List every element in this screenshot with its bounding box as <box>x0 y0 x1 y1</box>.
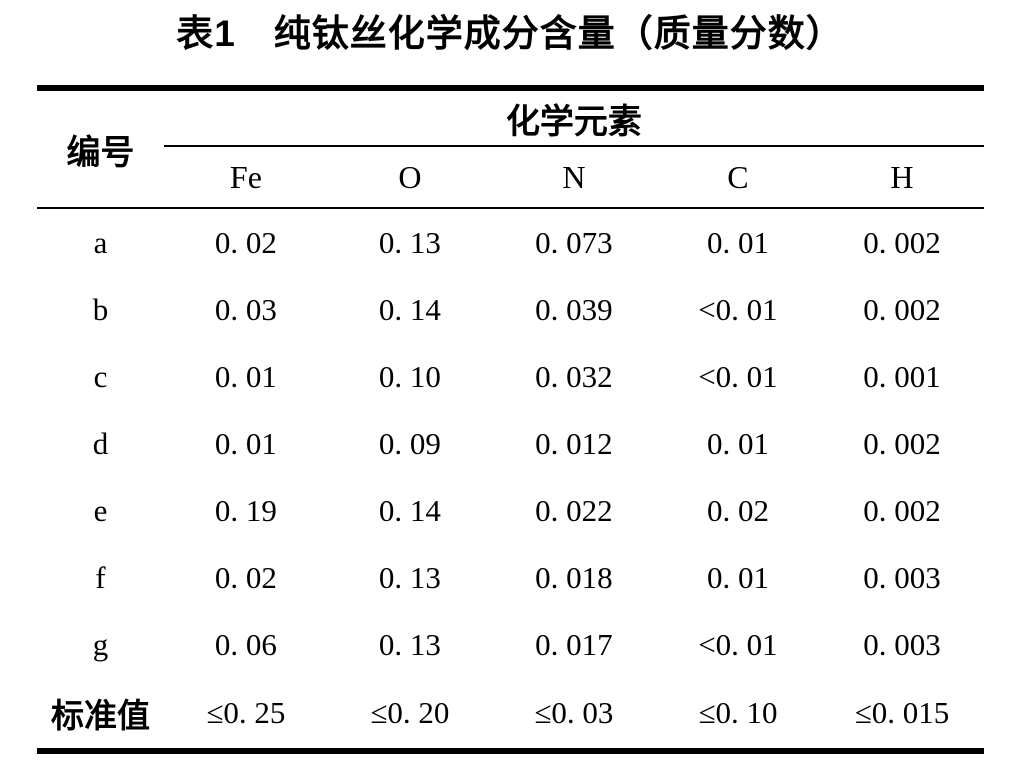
row-label: g <box>92 626 109 662</box>
page-title: 表1 纯钛丝化学成分含量（质量分数） <box>176 13 844 54</box>
row-label: e <box>93 492 108 528</box>
table-row-standard: 标准值 ≤0. 25 ≤0. 20 ≤0. 03 ≤0. 10 ≤0. 015 <box>37 678 984 751</box>
cell-o: 0. 13 <box>378 559 441 595</box>
cell-n: 0. 012 <box>535 425 613 461</box>
cell-fe: 0. 03 <box>214 291 277 327</box>
cell-h: 0. 002 <box>863 291 941 327</box>
cell-n: 0. 017 <box>535 626 613 662</box>
cell-o: 0. 09 <box>378 425 441 461</box>
table-row-e: e 0. 19 0. 14 0. 022 0. 02 0. 002 <box>37 477 984 544</box>
table-row-g: g 0. 06 0. 13 0. 017 <0. 01 0. 003 <box>37 611 984 678</box>
header-row-symbols: Fe O N C H <box>37 146 984 209</box>
row-label: 标准值 <box>50 697 150 734</box>
column-header-fe: Fe <box>163 146 328 209</box>
row-label: c <box>93 358 108 394</box>
cell-c: 0. 02 <box>706 492 769 528</box>
composition-table: 编号 化学元素 Fe O N C H a 0. 02 0. 13 0. 073 … <box>37 85 984 754</box>
cell-o: ≤0. 20 <box>370 695 450 730</box>
cell-fe: 0. 06 <box>214 626 277 662</box>
header-row-group: 编号 化学元素 <box>37 88 984 209</box>
table-row-f: f 0. 02 0. 13 0. 018 0. 01 0. 003 <box>37 544 984 611</box>
cell-h: 0. 002 <box>863 492 941 528</box>
cell-c: 0. 01 <box>706 224 769 260</box>
cell-fe: ≤0. 25 <box>206 695 286 730</box>
row-label: a <box>93 224 108 260</box>
cell-c: 0. 01 <box>706 425 769 461</box>
cell-o: 0. 14 <box>378 291 441 327</box>
cell-c: <0. 01 <box>698 358 778 394</box>
cell-fe: 0. 01 <box>214 358 277 394</box>
cell-n: ≤0. 03 <box>534 695 614 730</box>
cell-o: 0. 13 <box>378 224 441 260</box>
cell-n: 0. 022 <box>535 492 613 528</box>
column-header-n: N <box>491 146 656 209</box>
cell-h: 0. 003 <box>863 559 941 595</box>
cell-h: 0. 002 <box>863 224 941 260</box>
cell-c: <0. 01 <box>698 291 778 327</box>
cell-c: <0. 01 <box>698 626 778 662</box>
cell-h: ≤0. 015 <box>854 695 950 730</box>
cell-o: 0. 13 <box>378 626 441 662</box>
cell-h: 0. 001 <box>863 358 941 394</box>
row-label: d <box>92 425 109 461</box>
table-row-c: c 0. 01 0. 10 0. 032 <0. 01 0. 001 <box>37 343 984 410</box>
cell-n: 0. 039 <box>535 291 613 327</box>
cell-h: 0. 003 <box>863 626 941 662</box>
column-header-o: O <box>327 146 492 209</box>
cell-fe: 0. 01 <box>214 425 277 461</box>
cell-o: 0. 10 <box>378 358 441 394</box>
cell-fe: 0. 02 <box>214 224 277 260</box>
table-row-a: a 0. 02 0. 13 0. 073 0. 01 0. 002 <box>37 208 984 276</box>
cell-o: 0. 14 <box>378 492 441 528</box>
cell-n: 0. 032 <box>535 358 613 394</box>
row-label: f <box>95 559 106 595</box>
cell-n: 0. 018 <box>535 559 613 595</box>
cell-fe: 0. 19 <box>214 492 277 528</box>
cell-c: ≤0. 10 <box>698 695 778 730</box>
cell-c: 0. 01 <box>706 559 769 595</box>
column-header-id: 编号 <box>37 88 164 209</box>
column-header-h: H <box>819 146 984 209</box>
cell-fe: 0. 02 <box>214 559 277 595</box>
column-header-c: C <box>655 146 820 209</box>
table-row-d: d 0. 01 0. 09 0. 012 0. 01 0. 002 <box>37 410 984 477</box>
cell-n: 0. 073 <box>535 224 613 260</box>
row-label: b <box>92 291 109 327</box>
cell-h: 0. 002 <box>863 425 941 461</box>
column-header-elements-group: 化学元素 <box>163 88 984 147</box>
table-row-b: b 0. 03 0. 14 0. 039 <0. 01 0. 002 <box>37 276 984 343</box>
